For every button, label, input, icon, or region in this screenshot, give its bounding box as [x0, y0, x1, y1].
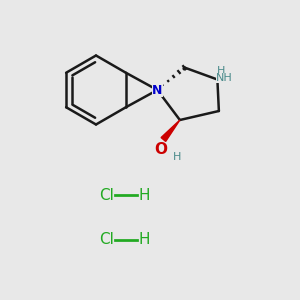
Text: N: N	[152, 83, 163, 97]
Text: H: H	[139, 188, 150, 202]
Text: Cl: Cl	[99, 232, 114, 247]
Text: H: H	[217, 66, 225, 76]
Text: Cl: Cl	[99, 188, 114, 202]
Text: NH: NH	[216, 73, 232, 83]
Polygon shape	[161, 120, 180, 141]
Text: O: O	[154, 142, 167, 158]
Text: H: H	[173, 152, 181, 163]
Text: H: H	[139, 232, 150, 247]
